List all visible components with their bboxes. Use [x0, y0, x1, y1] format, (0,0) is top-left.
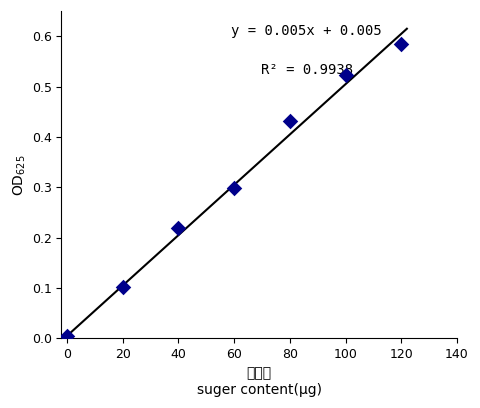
Text: y = 0.005x + 0.005: y = 0.005x + 0.005 [231, 24, 382, 38]
Point [230, 185, 238, 192]
Point [286, 118, 294, 124]
Point [175, 224, 182, 231]
Y-axis label: OD$_{625}$: OD$_{625}$ [11, 154, 27, 195]
Text: R² = 0.9938: R² = 0.9938 [261, 64, 353, 78]
Point [63, 333, 71, 339]
Point [342, 72, 349, 78]
Point [397, 40, 405, 47]
Point [119, 283, 127, 290]
X-axis label: 糖含量
suger content(μg): 糖含量 suger content(μg) [197, 367, 322, 397]
